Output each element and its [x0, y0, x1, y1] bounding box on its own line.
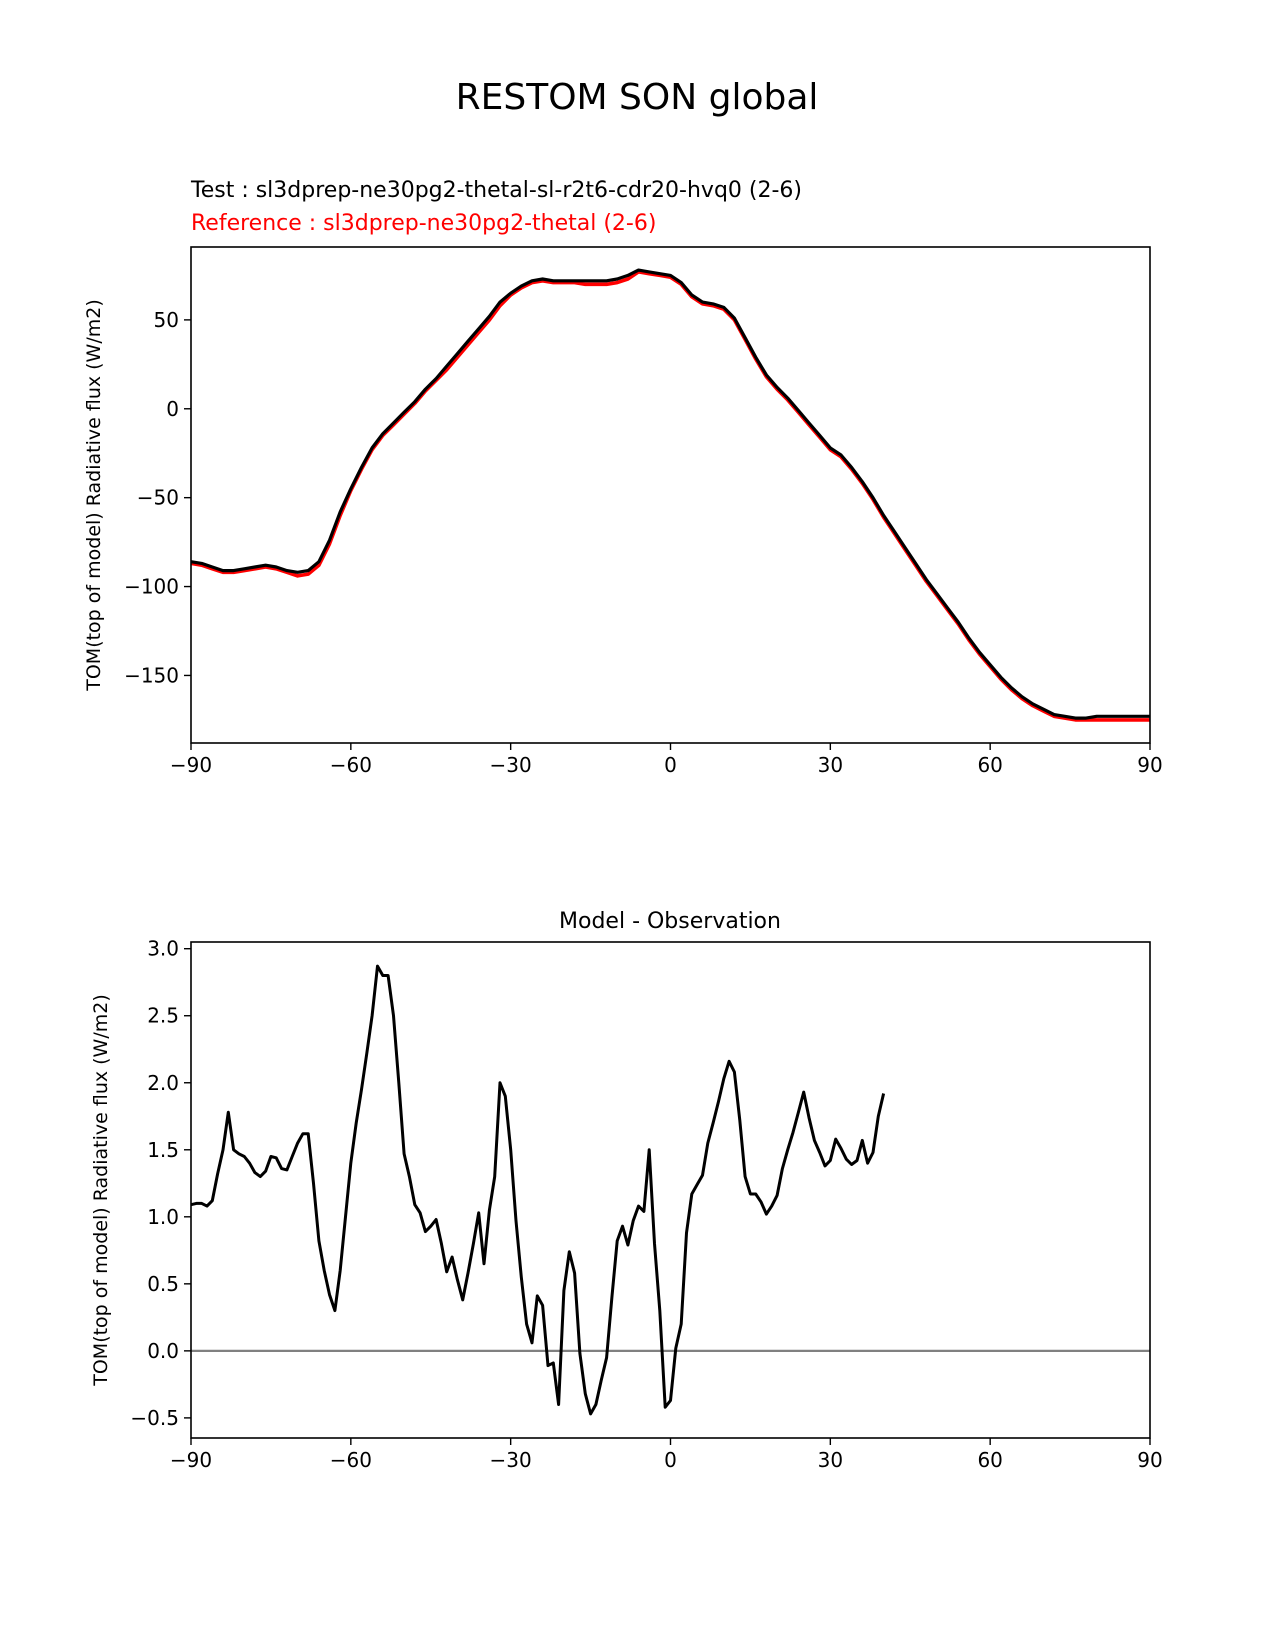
bottom-y-axis: −0.5 0.0 0.5 1.0 1.5 2.0 2.5 3.0 — [130, 937, 191, 1430]
bottom-x-tick-label: 0 — [664, 1448, 677, 1472]
top-x-tick-label: 60 — [977, 753, 1002, 777]
top-x-tick-label: 0 — [664, 753, 677, 777]
top-panel: −90 −60 −30 0 30 60 90 −150 −100 −50 0 50 TOM(top … — [83, 246, 1163, 777]
top-y-tick-label: −100 — [124, 575, 179, 599]
bottom-x-tick-label: −90 — [170, 1448, 212, 1472]
bottom-y-tick-label: −0.5 — [130, 1406, 179, 1430]
top-test-title: Test : sl3dprep-ne30pg2-thetal-sl-r2t6-c… — [190, 178, 802, 203]
top-plot-frame — [190, 246, 1151, 744]
bottom-y-tick-label: 2.0 — [147, 1071, 179, 1095]
bottom-x-axis: −90 −60 −30 0 30 60 90 — [170, 1438, 1163, 1472]
top-y-axis-label: TOM(top of model) Radiative flux (W/m2) — [83, 299, 105, 692]
figure-title: RESTOM SON global — [456, 77, 819, 118]
bottom-y-tick-label: 1.5 — [147, 1138, 179, 1162]
top-reference-title: Reference : sl3dprep-ne30pg2-thetal (2-6… — [191, 211, 656, 236]
bottom-y-axis-label: TOM(top of model) Radiative flux (W/m2) — [90, 994, 112, 1387]
bottom-y-tick-label: 2.5 — [147, 1004, 179, 1028]
top-y-tick-label: 0 — [166, 397, 179, 421]
bottom-panel: −90 −60 −30 0 30 60 90 −0.5 0.0 0.5 1.0 1.5 2.0 2.5 3… — [90, 937, 1163, 1472]
top-x-tick-label: −90 — [170, 753, 212, 777]
bottom-y-tick-label: 0.0 — [147, 1339, 179, 1363]
bottom-y-tick-label: 1.0 — [147, 1205, 179, 1229]
top-y-tick-label: −50 — [137, 486, 179, 510]
top-x-tick-label: 90 — [1137, 753, 1162, 777]
bottom-series-group — [190, 964, 1150, 1416]
bottom-x-tick-label: 90 — [1137, 1448, 1162, 1472]
bottom-y-tick-label: 3.0 — [147, 937, 179, 961]
top-x-tick-label: 30 — [818, 753, 843, 777]
top-series-group — [190, 268, 1150, 722]
top-y-axis: −150 −100 −50 0 50 — [124, 308, 191, 687]
top-y-tick-label: −150 — [124, 663, 179, 687]
bottom-series-model-observation — [190, 964, 886, 1416]
bottom-x-tick-label: 60 — [977, 1448, 1002, 1472]
top-x-tick-label: −60 — [330, 753, 372, 777]
bottom-x-tick-label: −30 — [490, 1448, 532, 1472]
bottom-x-tick-label: 30 — [818, 1448, 843, 1472]
top-series-test — [190, 268, 1150, 720]
top-y-tick-label: 50 — [154, 308, 179, 332]
top-x-axis: −90 −60 −30 0 30 60 90 — [170, 743, 1163, 777]
bottom-x-tick-label: −60 — [330, 1448, 372, 1472]
bottom-plot-frame — [190, 941, 1151, 1439]
top-x-tick-label: −30 — [490, 753, 532, 777]
top-series-reference — [190, 270, 1150, 722]
bottom-y-tick-label: 0.5 — [147, 1272, 179, 1296]
bottom-panel-title: Model - Observation — [559, 909, 781, 934]
